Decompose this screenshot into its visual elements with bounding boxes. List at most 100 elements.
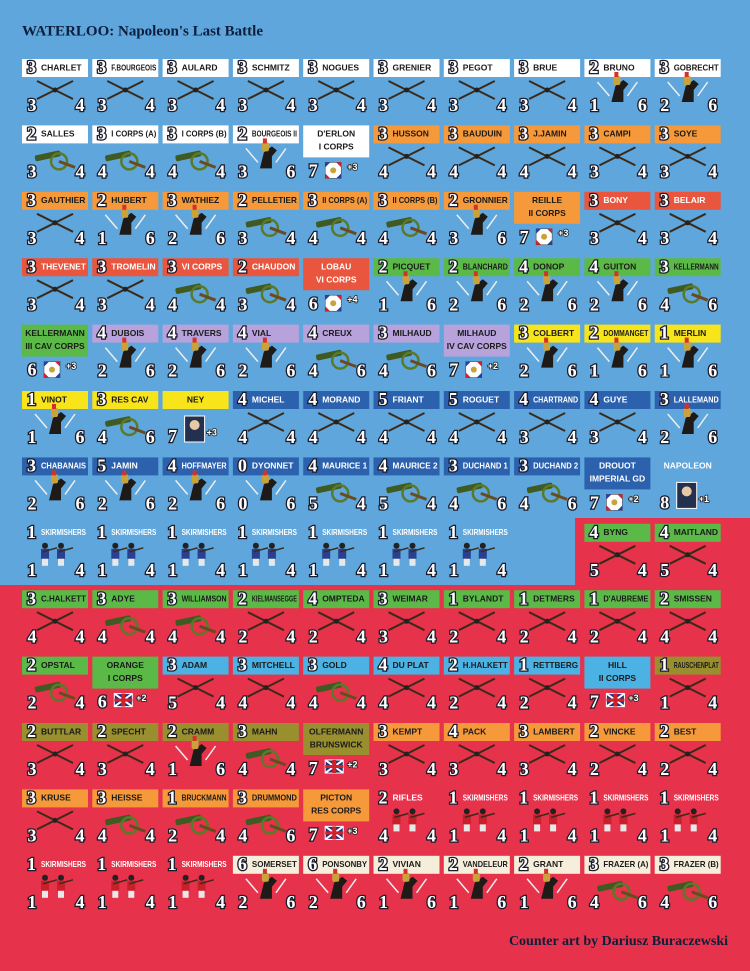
command-rating: 7 — [520, 227, 529, 247]
counter-band — [654, 191, 721, 210]
attack-value: 1 — [28, 892, 37, 912]
unit-strength: 3 — [379, 323, 388, 343]
unit-name: KELLERMANN — [674, 261, 719, 271]
soldier-head — [463, 808, 470, 815]
defense-value: 4 — [568, 759, 577, 779]
counter-band — [443, 457, 510, 476]
leader-bonus: +3 — [207, 427, 217, 437]
portrait-face — [681, 486, 692, 497]
counter: 3 BAUDUIN 4 4 — [443, 122, 510, 183]
counter-band — [514, 391, 581, 409]
helmet — [261, 142, 269, 152]
defense-value: 4 — [427, 626, 436, 646]
horse-head — [541, 345, 559, 368]
leader-name: I CORPS — [319, 142, 354, 152]
cannon-barrel — [34, 681, 61, 693]
defense-value: 4 — [497, 759, 506, 779]
unit-name: VINCKE — [603, 726, 635, 736]
flag-corner — [606, 494, 623, 511]
cannon-wheel — [401, 484, 420, 503]
unit-name: RIFLES — [393, 793, 424, 803]
leader-bonus: +2 — [488, 361, 498, 371]
sabre — [175, 479, 189, 495]
defense-value: 6 — [216, 228, 225, 248]
counter-band — [443, 723, 510, 741]
counter: 2 SALLES 3 4 — [22, 122, 88, 183]
counter-band — [232, 457, 299, 476]
soldier-head — [198, 542, 205, 549]
cannon-barrel — [175, 615, 202, 626]
unit-strength: 3 — [308, 190, 317, 210]
musket-knot — [404, 419, 409, 425]
defense-value: 4 — [427, 427, 436, 447]
horse-head — [330, 876, 348, 899]
defense-value: 4 — [427, 162, 436, 182]
cannon-trail — [339, 691, 357, 701]
plume — [684, 337, 689, 343]
counter-band — [373, 191, 440, 210]
musket-knot — [122, 751, 128, 757]
unit-name: BLANCHARD — [463, 261, 508, 271]
helmet — [683, 76, 691, 85]
counter-band — [654, 59, 721, 77]
unit-strength: 2 — [238, 124, 247, 144]
defense-value: 4 — [146, 560, 155, 580]
attack-value: 2 — [520, 693, 529, 713]
cannon-barrel — [315, 482, 342, 494]
unit-strength: 2 — [238, 256, 247, 276]
attack-value: 3 — [98, 294, 107, 314]
unit-name: SKIRMISHERS — [463, 793, 508, 803]
attack-value: 2 — [238, 361, 247, 381]
counter: 3 CAMPI 3 4 — [584, 122, 651, 183]
counter: 3 CHARLET 3 4 — [22, 56, 88, 116]
counter: 2 H.HALKETT 2 4 — [443, 653, 510, 714]
counter-band — [232, 590, 299, 609]
portrait-face — [189, 420, 200, 430]
unit-name: SALLES — [41, 129, 75, 139]
unit-name: BYLANDT — [463, 593, 504, 603]
leader-name: DROUOT — [599, 461, 637, 471]
counter-band — [162, 723, 229, 741]
attack-value: 2 — [520, 361, 529, 381]
counter: 1 SKIRMISHERS 1 4 — [588, 786, 649, 847]
counter-band — [373, 457, 440, 476]
unit-name: JAMIN — [111, 461, 137, 471]
defense-value: 4 — [497, 826, 506, 846]
counter-band — [303, 258, 370, 291]
counter: 2 PICQUET 1 6 — [373, 255, 440, 316]
soldier-legs — [393, 824, 400, 832]
counter-band — [373, 723, 440, 741]
counter: 3 DUCHAND 1 4 6 — [443, 454, 510, 515]
defense-value: 4 — [357, 560, 366, 580]
counter: 1 SKIRMISHERS 1 4 — [447, 786, 508, 847]
cannon-wheel — [190, 816, 209, 835]
unit-name: CRAMM — [182, 726, 215, 736]
unit-name: OPSTAL — [41, 660, 75, 670]
cannon-barrel — [667, 283, 694, 294]
attack-value: 2 — [590, 294, 599, 314]
plume — [684, 404, 689, 409]
defense-value: 6 — [638, 892, 647, 912]
musket-knot — [685, 618, 691, 624]
attack-value: 4 — [98, 826, 107, 846]
unit-strength: 3 — [168, 57, 177, 77]
sabre — [34, 413, 48, 429]
counter: 3 GOLD 4 4 — [303, 653, 370, 714]
unit-strength: 3 — [168, 190, 177, 210]
horse-head — [119, 478, 137, 501]
attack-value: 3 — [28, 162, 37, 182]
leader-bonus: +2 — [136, 693, 146, 703]
leader-bonus: +4 — [347, 295, 357, 305]
helmet — [191, 341, 199, 351]
horse-head — [681, 412, 699, 434]
sabre — [134, 347, 146, 363]
unit-name: BONY — [603, 195, 628, 205]
unit-name: F.BOURGEOIS — [111, 62, 156, 72]
unit-strength: 2 — [27, 721, 36, 741]
musket-knot — [544, 618, 550, 624]
cannon-wheel — [612, 882, 631, 902]
defense-value: 4 — [286, 693, 295, 713]
soldier-coat — [408, 548, 417, 559]
musket — [183, 547, 198, 553]
